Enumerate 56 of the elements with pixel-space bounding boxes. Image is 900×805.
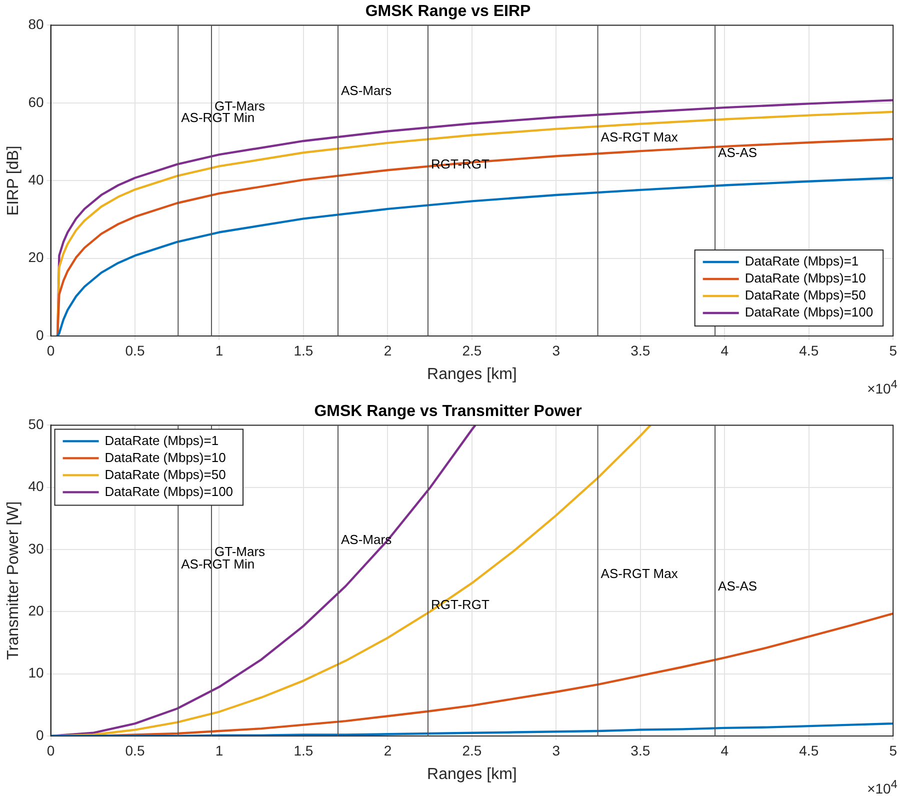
x-tick-label: 0.5 — [125, 342, 145, 358]
x-tick-label: 0.5 — [125, 742, 145, 758]
legend-label: DataRate (Mbps)=10 — [744, 270, 866, 286]
x-tick-label: 3.5 — [630, 342, 650, 358]
y-tick-label: 60 — [28, 94, 44, 110]
x-tick-label: 2.5 — [462, 342, 482, 358]
annotation: GT-Mars — [214, 544, 266, 560]
y-axis-title: Transmitter Power [W] — [5, 501, 22, 660]
legend-label: DataRate (Mbps)=1 — [744, 254, 859, 269]
x-tick-label: 1.5 — [294, 742, 314, 758]
legend-label: DataRate (Mbps)=50 — [744, 288, 866, 303]
y-axis-title: EIRP [dB] — [5, 146, 22, 216]
y-tick-label: 30 — [28, 540, 44, 556]
legend-label: DataRate (Mbps)=100 — [104, 484, 234, 499]
x-tick-label: 0 — [46, 742, 55, 758]
legend-label: DataRate (Mbps)=50 — [104, 466, 226, 482]
x-tick-label: 4.5 — [799, 342, 819, 358]
y-tick-label: 80 — [28, 16, 44, 32]
y-tick-label: 40 — [28, 171, 44, 188]
x-tick-label: 4 — [720, 342, 729, 358]
legend-label: DataRate (Mbps)=10 — [104, 450, 226, 465]
x-tick-label: 5 — [889, 742, 898, 758]
legend-label: DataRate (Mbps)=1 — [104, 432, 219, 448]
x-tick-label: 2 — [384, 742, 392, 758]
x-tick-label: 3 — [552, 742, 560, 758]
text: ×10$^{4}$ — [867, 378, 898, 397]
legend-label: DataRate (Mbps)=100 — [744, 304, 874, 320]
y-tick-label: 0 — [36, 326, 44, 343]
annotation: AS-AS — [718, 144, 758, 160]
annotation: AS-AS — [718, 578, 758, 594]
y-tick-label: 40 — [28, 478, 44, 494]
x-axis-title: Ranges [km] — [427, 366, 517, 383]
y-tick-label: 0 — [36, 726, 44, 743]
x-tick-label: 3 — [552, 342, 560, 358]
chart-title: GMSK Range vs EIRP — [365, 3, 532, 20]
annotation: AS-RGT Max — [600, 566, 678, 581]
y-tick-label: 10 — [28, 664, 44, 681]
x-tick-label: 2 — [384, 342, 392, 358]
x-tick-label: 3.5 — [630, 742, 650, 758]
x-tick-label: 1.5 — [294, 342, 314, 358]
y-tick-label: 20 — [28, 602, 44, 619]
chart-title: GMSK Range vs Transmitter Power — [314, 403, 582, 420]
x-axis-title: Ranges [km] — [427, 766, 517, 783]
annotation: AS-Mars — [341, 82, 392, 98]
text: ×10$^{4}$ — [867, 778, 898, 797]
x-tick-label: 1 — [215, 742, 224, 758]
annotation: AS-RGT Max — [600, 129, 678, 144]
x-tick-label: 5 — [889, 342, 898, 358]
y-tick-label: 20 — [28, 249, 44, 266]
x-tick-label: 0 — [46, 342, 55, 358]
x-tick-label: 1 — [215, 342, 224, 358]
x-tick-label: 2.5 — [462, 742, 482, 758]
annotation: GT-Mars — [214, 98, 266, 114]
x-tick-label: 4 — [720, 742, 729, 758]
x-tick-label: 4.5 — [799, 742, 819, 758]
y-tick-label: 50 — [28, 416, 44, 432]
